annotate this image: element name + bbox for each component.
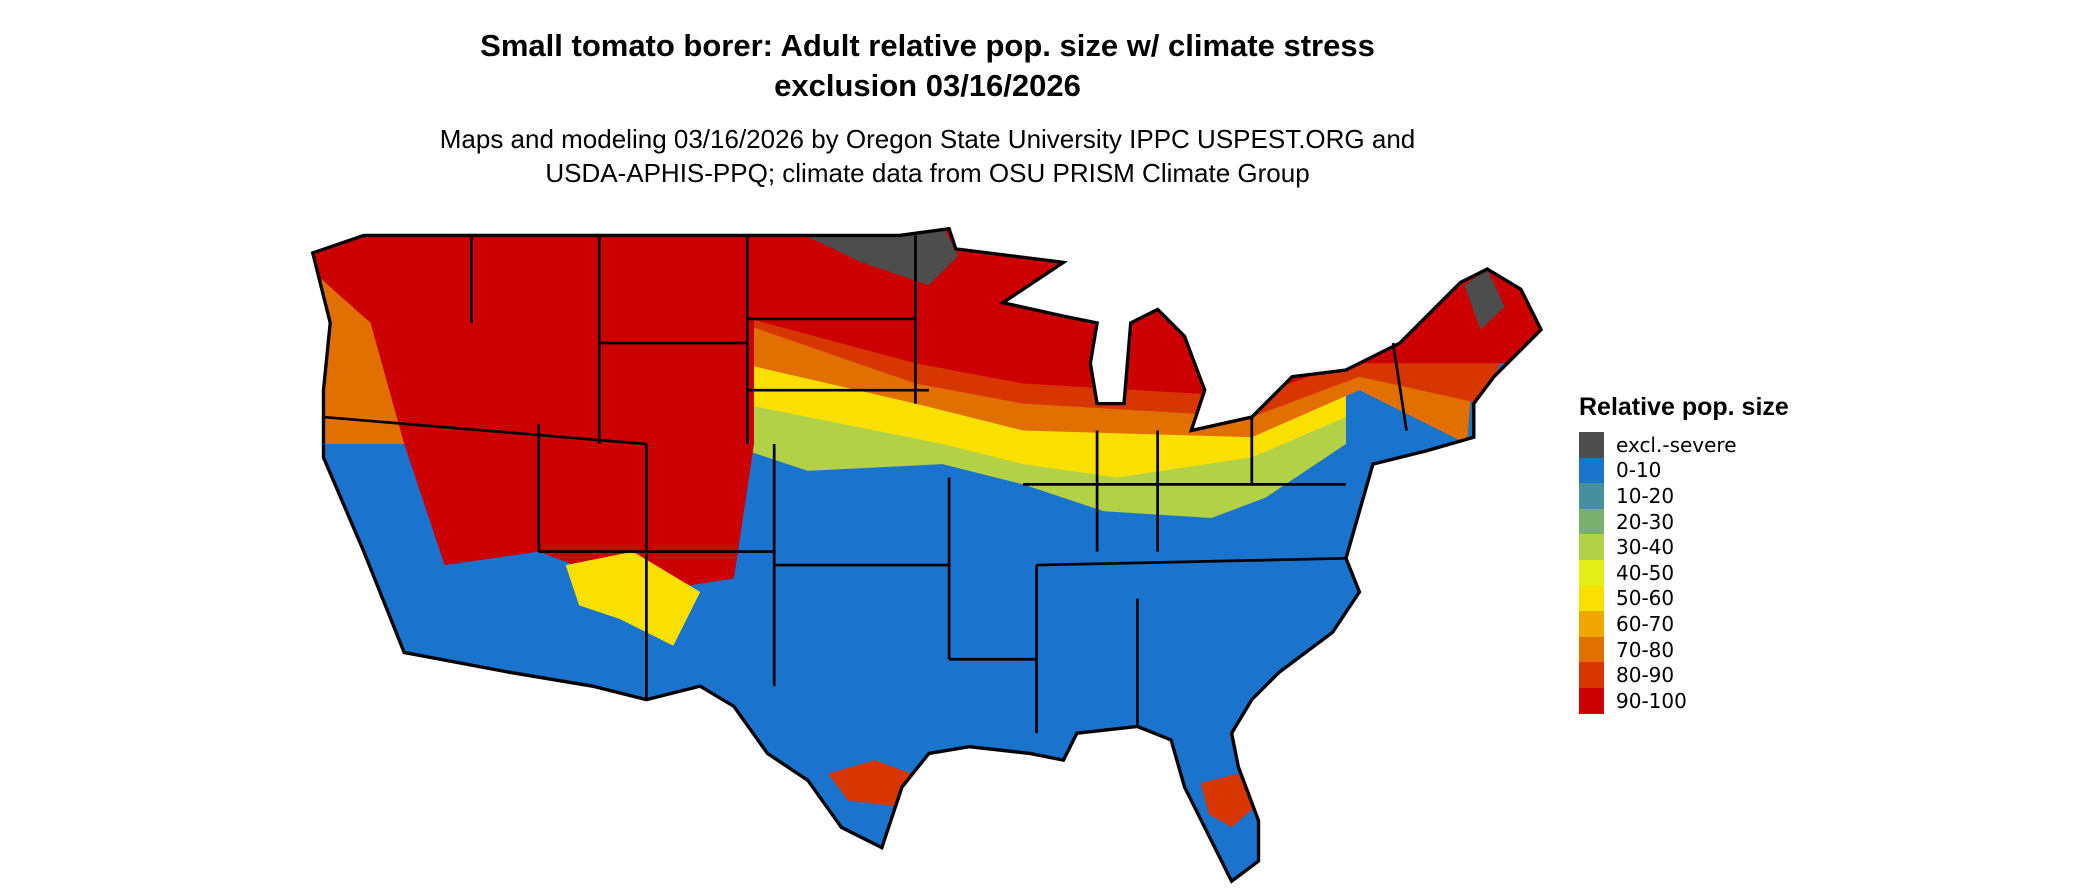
region-80-90-florida [1200, 773, 1255, 828]
legend-item: 80-90 [1579, 662, 1789, 688]
legend-label: 60-70 [1616, 611, 1675, 636]
legend-item: 10-20 [1579, 483, 1789, 509]
legend-label: 10-20 [1616, 483, 1675, 508]
legend-swatch [1579, 687, 1604, 714]
legend-label: 50-60 [1616, 586, 1675, 611]
legend-item: excl.-severe [1579, 432, 1789, 458]
map-subtitle: Maps and modeling 03/16/2026 by Oregon S… [0, 122, 1855, 190]
region-70-80-west-coast [312, 269, 405, 444]
legend: Relative pop. size excl.-severe 0-10 10-20… [1579, 393, 1789, 714]
subtitle-line-1: Maps and modeling 03/16/2026 by Oregon S… [439, 124, 1416, 154]
subtitle-line-2: USDA-APHIS-PPQ; climate data from OSU PR… [545, 158, 1310, 188]
legend-item: 20-30 [1579, 508, 1789, 535]
legend-swatch [1579, 611, 1604, 637]
legend-item: 60-70 [1579, 611, 1789, 637]
region-excl-severe-minnesota [807, 228, 959, 286]
legend-swatch [1579, 457, 1604, 484]
legend-label: 30-40 [1616, 535, 1675, 560]
legend-label: 0-10 [1616, 458, 1662, 483]
legend-swatch [1579, 508, 1604, 535]
title-line-2: exclusion 03/16/2026 [774, 68, 1081, 103]
legend-title: Relative pop. size [1579, 393, 1789, 421]
legend-swatch [1579, 559, 1604, 586]
legend-swatch [1579, 585, 1604, 612]
region-50-60-southwest [565, 551, 701, 646]
legend-item: 0-10 [1579, 457, 1789, 484]
map-title: Small tomato borer: Adult relative pop. … [0, 26, 1855, 106]
legend-swatch [1579, 662, 1604, 688]
legend-swatch [1579, 483, 1604, 509]
legend-label: 90-100 [1616, 688, 1687, 713]
legend-item: 50-60 [1579, 585, 1789, 612]
title-line-1: Small tomato borer: Adult relative pop. … [480, 28, 1375, 63]
legend-label: excl.-severe [1616, 432, 1737, 457]
legend-item: 30-40 [1579, 534, 1789, 560]
region-90-100-west [312, 228, 755, 592]
legend-swatch [1579, 636, 1604, 663]
legend-label: 70-80 [1616, 637, 1675, 662]
legend-swatch [1579, 534, 1604, 560]
state-borders [323, 235, 1408, 734]
legend-label: 20-30 [1616, 509, 1675, 534]
legend-item: 70-80 [1579, 636, 1789, 663]
region-excl-severe-maine [1464, 269, 1505, 330]
legend-item: 40-50 [1579, 559, 1789, 586]
legend-label: 80-90 [1616, 663, 1675, 688]
legend-swatch [1579, 432, 1604, 458]
legend-label: 40-50 [1616, 560, 1675, 585]
legend-item: 90-100 [1579, 687, 1789, 714]
